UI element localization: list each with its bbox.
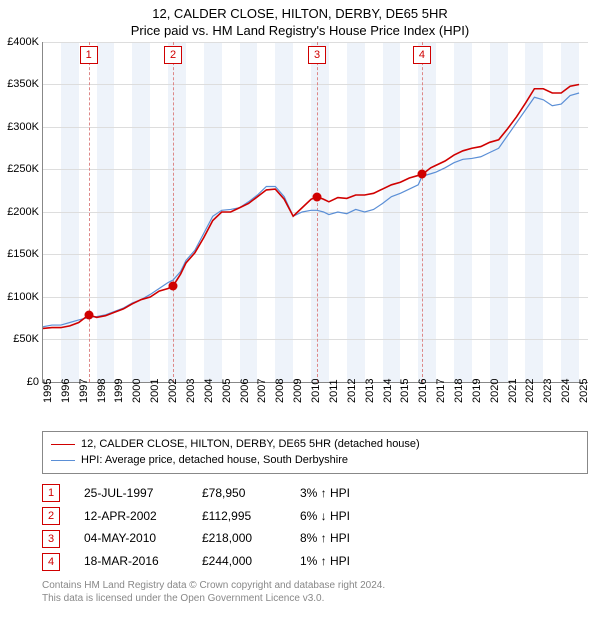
sale-dot xyxy=(84,310,93,319)
chart-x-axis: 1995199619971998199920002001200220032004… xyxy=(42,383,588,425)
event-marker: 1 xyxy=(80,46,98,64)
footer-line: This data is licensed under the Open Gov… xyxy=(42,592,588,605)
x-tick-label: 2006 xyxy=(239,378,251,402)
x-tick-label: 2000 xyxy=(131,378,143,402)
x-tick-label: 2019 xyxy=(471,378,483,402)
sale-price: £218,000 xyxy=(202,527,282,550)
x-tick-label: 1995 xyxy=(42,378,54,402)
x-tick-label: 2018 xyxy=(453,378,465,402)
chart-plot-area: £0£50K£100K£150K£200K£250K£300K£350K£400… xyxy=(42,42,588,383)
x-tick-label: 2024 xyxy=(560,378,572,402)
y-tick-label: £100K xyxy=(1,291,39,303)
sale-price: £78,950 xyxy=(202,482,282,505)
chart-footer: Contains HM Land Registry data © Crown c… xyxy=(42,579,588,605)
footer-line: Contains HM Land Registry data © Crown c… xyxy=(42,579,588,592)
sale-date: 25-JUL-1997 xyxy=(84,482,184,505)
series-property xyxy=(43,84,579,328)
y-tick-label: £0 xyxy=(1,376,39,388)
x-tick-label: 2016 xyxy=(417,378,429,402)
x-tick-label: 2001 xyxy=(149,378,161,402)
sale-row: 2 12-APR-2002 £112,995 6% ↓ HPI xyxy=(42,505,588,528)
sale-date: 12-APR-2002 xyxy=(84,505,184,528)
sale-row: 1 25-JUL-1997 £78,950 3% ↑ HPI xyxy=(42,482,588,505)
legend-swatch xyxy=(51,460,75,461)
sale-badge: 2 xyxy=(42,507,60,525)
x-tick-label: 2021 xyxy=(507,378,519,402)
sale-badge: 4 xyxy=(42,553,60,571)
legend-swatch xyxy=(51,444,75,445)
sale-date: 04-MAY-2010 xyxy=(84,527,184,550)
sale-dot xyxy=(417,170,426,179)
event-marker: 3 xyxy=(308,46,326,64)
sale-price: £112,995 xyxy=(202,505,282,528)
y-tick-label: £400K xyxy=(1,36,39,48)
chart-lines-svg xyxy=(43,42,588,382)
series-hpi xyxy=(43,93,579,327)
y-tick-label: £350K xyxy=(1,78,39,90)
x-tick-label: 2012 xyxy=(346,378,358,402)
sale-relative: 1% ↑ HPI xyxy=(300,550,350,573)
x-tick-label: 2004 xyxy=(203,378,215,402)
x-tick-label: 2007 xyxy=(256,378,268,402)
chart-title: 12, CALDER CLOSE, HILTON, DERBY, DE65 5H… xyxy=(0,0,600,23)
x-tick-label: 2002 xyxy=(167,378,179,402)
chart-subtitle: Price paid vs. HM Land Registry's House … xyxy=(0,23,600,38)
sale-row: 3 04-MAY-2010 £218,000 8% ↑ HPI xyxy=(42,527,588,550)
sale-dot xyxy=(169,281,178,290)
event-marker: 2 xyxy=(164,46,182,64)
x-tick-label: 2023 xyxy=(542,378,554,402)
sale-badge: 3 xyxy=(42,530,60,548)
legend-label: HPI: Average price, detached house, Sout… xyxy=(81,452,348,469)
y-tick-label: £300K xyxy=(1,121,39,133)
x-tick-label: 2013 xyxy=(364,378,376,402)
x-tick-label: 2020 xyxy=(489,378,501,402)
y-tick-label: £200K xyxy=(1,206,39,218)
x-tick-label: 2022 xyxy=(524,378,536,402)
sale-badge: 1 xyxy=(42,484,60,502)
chart-legend: 12, CALDER CLOSE, HILTON, DERBY, DE65 5H… xyxy=(42,431,588,474)
x-tick-label: 2017 xyxy=(435,378,447,402)
x-tick-label: 2011 xyxy=(328,379,340,403)
sale-dot xyxy=(313,192,322,201)
x-tick-label: 2015 xyxy=(399,378,411,402)
x-tick-label: 2014 xyxy=(382,378,394,402)
event-marker: 4 xyxy=(413,46,431,64)
y-tick-label: £150K xyxy=(1,248,39,260)
sales-table: 1 25-JUL-1997 £78,950 3% ↑ HPI 2 12-APR-2002 £… xyxy=(42,482,588,573)
x-tick-label: 2010 xyxy=(310,378,322,402)
sale-date: 18-MAR-2016 xyxy=(84,550,184,573)
sale-relative: 8% ↑ HPI xyxy=(300,527,350,550)
x-tick-label: 2008 xyxy=(274,378,286,402)
x-tick-label: 1997 xyxy=(78,378,90,402)
x-tick-label: 1999 xyxy=(113,378,125,402)
legend-label: 12, CALDER CLOSE, HILTON, DERBY, DE65 5H… xyxy=(81,436,420,453)
x-tick-label: 2003 xyxy=(185,378,197,402)
sale-row: 4 18-MAR-2016 £244,000 1% ↑ HPI xyxy=(42,550,588,573)
sale-relative: 3% ↑ HPI xyxy=(300,482,350,505)
legend-item-hpi: HPI: Average price, detached house, Sout… xyxy=(51,452,579,469)
x-tick-label: 2005 xyxy=(221,378,233,402)
x-tick-label: 2009 xyxy=(292,378,304,402)
y-tick-label: £50K xyxy=(1,333,39,345)
sale-price: £244,000 xyxy=(202,550,282,573)
x-tick-label: 1998 xyxy=(96,378,108,402)
x-tick-label: 1996 xyxy=(60,378,72,402)
sale-relative: 6% ↓ HPI xyxy=(300,505,350,528)
legend-item-property: 12, CALDER CLOSE, HILTON, DERBY, DE65 5H… xyxy=(51,436,579,453)
y-tick-label: £250K xyxy=(1,163,39,175)
x-tick-label: 2025 xyxy=(578,378,590,402)
